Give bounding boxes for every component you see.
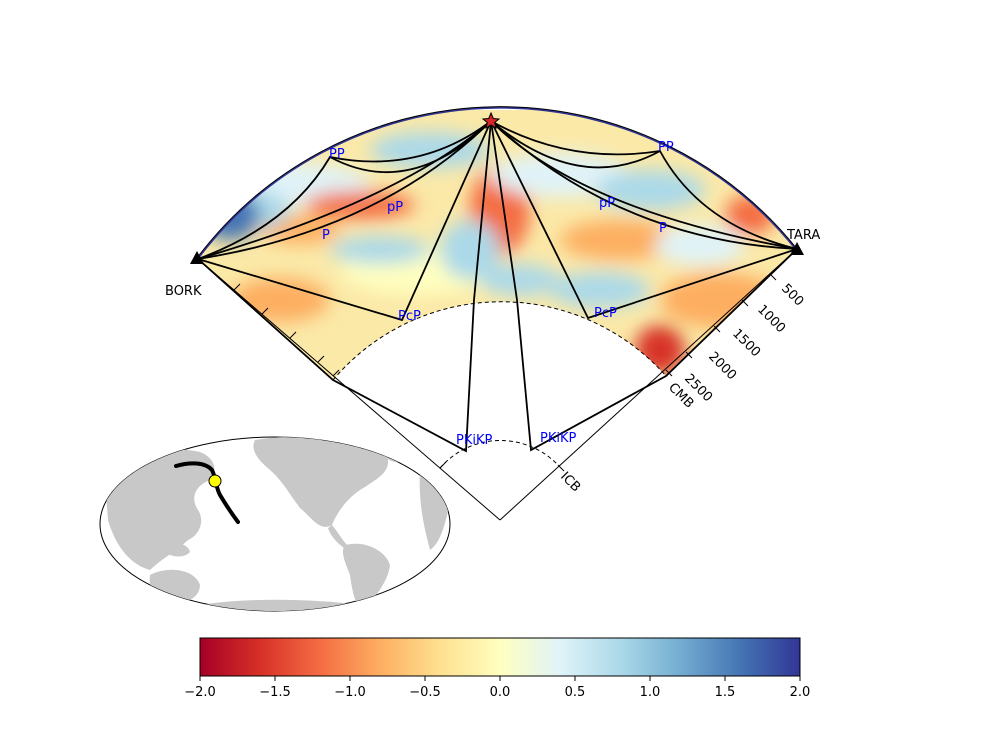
ray-pP-right bbox=[490, 120, 798, 250]
station-bork-marker bbox=[190, 251, 204, 264]
colorbar-label-5: 0.5 bbox=[565, 685, 586, 700]
ray-pP-left bbox=[197, 120, 492, 260]
colorbar-label-8: 2.0 bbox=[790, 685, 811, 700]
icb-boundary bbox=[439, 440, 559, 469]
colorbar-gradient bbox=[199, 637, 801, 677]
depth-label-500: 500 bbox=[778, 281, 806, 309]
station-label-bork: BORK bbox=[165, 284, 202, 299]
phase-label-pkikp-right: PKiKP bbox=[540, 431, 577, 446]
phase-label-pkikp-left: PKiKP bbox=[456, 433, 493, 448]
phase-labels: PP PP pP pP P P PcP PcP PKiKP PKiKP bbox=[322, 140, 674, 448]
phase-label-pP-left: pP bbox=[387, 200, 403, 215]
ray-pp-left-b bbox=[329, 120, 492, 163]
colorbar: −2.0 −1.5 −1.0 −0.5 0.0 0.5 1.0 1.5 2.0 bbox=[184, 637, 810, 700]
phase-label-pcp-left: PcP bbox=[398, 309, 421, 324]
colorbar-label-2: −1.0 bbox=[334, 685, 366, 700]
colorbar-tick-labels: −2.0 −1.5 −1.0 −0.5 0.0 0.5 1.0 1.5 2.0 bbox=[184, 685, 810, 700]
icb-label: ICB bbox=[557, 469, 583, 495]
ray-p-left bbox=[197, 120, 492, 260]
phase-label-p-left: P bbox=[322, 228, 330, 243]
phase-label-p-right: P bbox=[659, 221, 667, 236]
ray-pkikp-left bbox=[197, 120, 492, 453]
depth-label-1500: 1500 bbox=[729, 326, 763, 360]
colorbar-label-7: 1.5 bbox=[715, 685, 736, 700]
colorbar-label-4: 0.0 bbox=[490, 685, 511, 700]
earth-surface bbox=[196, 106, 798, 259]
colorbar-label-6: 1.0 bbox=[640, 685, 661, 700]
phase-label-pp-left: PP bbox=[329, 147, 345, 162]
station-label-tara: TARA bbox=[786, 228, 820, 243]
ray-pkikp-right bbox=[490, 120, 798, 452]
cmb-boundary bbox=[332, 301, 667, 381]
phase-label-pcp-right: PcP bbox=[594, 306, 617, 321]
ray-pcp-right bbox=[490, 120, 798, 320]
tomography-field bbox=[197, 106, 797, 380]
event-star bbox=[481, 111, 501, 130]
ray-pcp-left bbox=[197, 120, 492, 322]
depth-label-2000: 2000 bbox=[705, 349, 739, 383]
world-map-inset bbox=[99, 436, 451, 612]
colorbar-ticks bbox=[199, 676, 801, 681]
phase-label-pp-right: PP bbox=[658, 140, 674, 155]
colorbar-label-3: −0.5 bbox=[409, 685, 441, 700]
wedge-edge-right bbox=[499, 248, 798, 521]
colorbar-label-1: −1.5 bbox=[259, 685, 291, 700]
station-tara-marker bbox=[790, 242, 804, 255]
map-event-dot bbox=[208, 474, 222, 488]
depth-label-1000: 1000 bbox=[754, 302, 788, 336]
colorbar-label-0: −2.0 bbox=[184, 685, 216, 700]
phase-label-pP-right: pP bbox=[599, 196, 615, 211]
ray-paths bbox=[197, 120, 798, 453]
ray-pp-right-b bbox=[490, 120, 661, 156]
left-depth-ticks bbox=[233, 283, 447, 469]
